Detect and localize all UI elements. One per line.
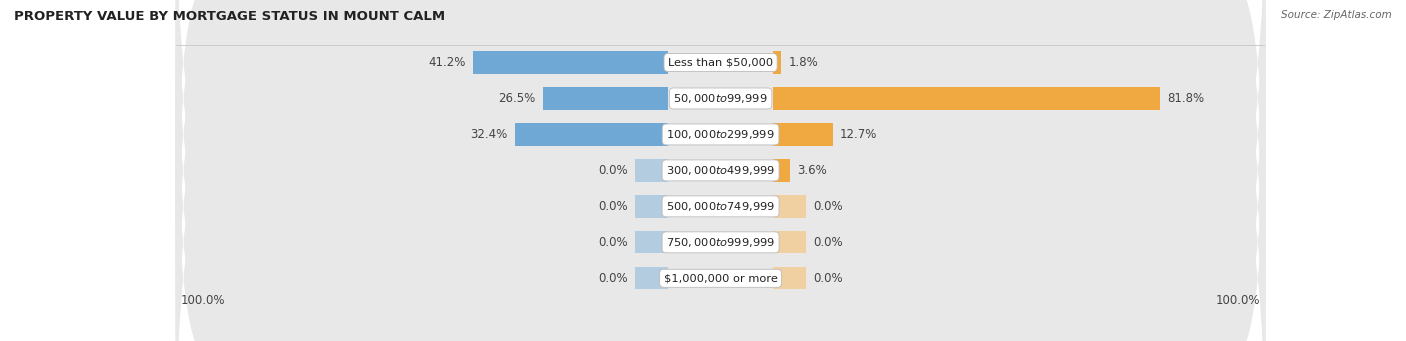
Text: 0.0%: 0.0% bbox=[599, 200, 628, 213]
Text: 0.0%: 0.0% bbox=[813, 272, 842, 285]
FancyBboxPatch shape bbox=[176, 7, 1265, 341]
Bar bbox=[773, 159, 790, 181]
Text: 3.6%: 3.6% bbox=[797, 164, 827, 177]
Text: 0.0%: 0.0% bbox=[599, 236, 628, 249]
Text: Less than $50,000: Less than $50,000 bbox=[668, 58, 773, 68]
Bar bbox=[515, 123, 668, 146]
Text: 0.0%: 0.0% bbox=[599, 272, 628, 285]
FancyBboxPatch shape bbox=[176, 79, 1265, 341]
Text: 32.4%: 32.4% bbox=[471, 128, 508, 141]
Bar bbox=[543, 87, 668, 109]
Text: 0.0%: 0.0% bbox=[813, 236, 842, 249]
Text: 12.7%: 12.7% bbox=[839, 128, 877, 141]
FancyBboxPatch shape bbox=[176, 0, 1265, 341]
Bar bbox=[636, 231, 668, 253]
Bar bbox=[474, 51, 668, 74]
Text: PROPERTY VALUE BY MORTGAGE STATUS IN MOUNT CALM: PROPERTY VALUE BY MORTGAGE STATUS IN MOU… bbox=[14, 10, 446, 23]
Text: 0.0%: 0.0% bbox=[599, 164, 628, 177]
Text: $50,000 to $99,999: $50,000 to $99,999 bbox=[673, 92, 768, 105]
Bar bbox=[773, 267, 806, 290]
FancyBboxPatch shape bbox=[176, 43, 1265, 341]
Text: 1.8%: 1.8% bbox=[789, 56, 818, 69]
FancyBboxPatch shape bbox=[176, 0, 1265, 334]
FancyBboxPatch shape bbox=[176, 0, 1265, 262]
Bar bbox=[773, 87, 1160, 109]
Bar bbox=[773, 231, 806, 253]
Bar bbox=[773, 195, 806, 218]
Text: 41.2%: 41.2% bbox=[429, 56, 467, 69]
Bar bbox=[636, 195, 668, 218]
Text: $300,000 to $499,999: $300,000 to $499,999 bbox=[666, 164, 775, 177]
Text: $100,000 to $299,999: $100,000 to $299,999 bbox=[666, 128, 775, 141]
Bar bbox=[636, 267, 668, 290]
Text: 81.8%: 81.8% bbox=[1167, 92, 1205, 105]
Text: $750,000 to $999,999: $750,000 to $999,999 bbox=[666, 236, 775, 249]
Text: 100.0%: 100.0% bbox=[1216, 294, 1261, 307]
FancyBboxPatch shape bbox=[176, 0, 1265, 298]
Text: 0.0%: 0.0% bbox=[813, 200, 842, 213]
Text: Source: ZipAtlas.com: Source: ZipAtlas.com bbox=[1281, 10, 1392, 20]
Text: $1,000,000 or more: $1,000,000 or more bbox=[664, 273, 778, 283]
Text: 26.5%: 26.5% bbox=[499, 92, 536, 105]
Bar bbox=[773, 51, 782, 74]
Bar bbox=[773, 123, 832, 146]
Text: $500,000 to $749,999: $500,000 to $749,999 bbox=[666, 200, 775, 213]
Bar bbox=[636, 159, 668, 181]
Text: 100.0%: 100.0% bbox=[180, 294, 225, 307]
